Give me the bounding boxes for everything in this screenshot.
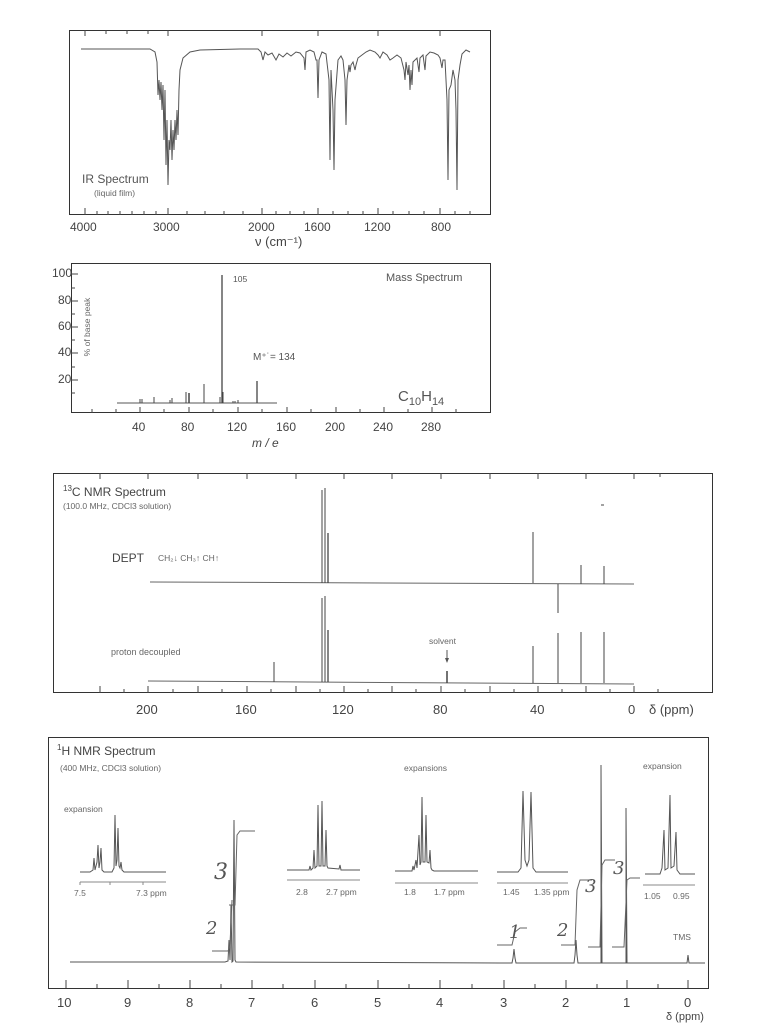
h1-integral-label: 3 [585, 876, 597, 897]
h1-integral-label: 3 [613, 858, 625, 879]
ir-spectrum-plot [81, 30, 471, 215]
mass-xtick: 160 [276, 420, 297, 434]
h1-xtick: 7 [248, 995, 256, 1010]
c13-decoupled-label: proton decoupled [111, 647, 181, 657]
mass-xtick: 40 [132, 420, 146, 434]
h1-exp4-tick: 1.45 [503, 887, 520, 897]
h1-xtick: 4 [436, 995, 444, 1010]
c13-xlabel: δ (ppm) [649, 702, 694, 717]
h1-exp5-tick: 1.05 [644, 891, 661, 901]
h1-subtitle: (400 MHz, CDCl3 solution) [60, 763, 162, 773]
mass-spectrum-plot [71, 273, 457, 413]
ir-xtick: 3000 [153, 220, 180, 234]
h1-xtick: 8 [186, 995, 194, 1010]
mass-formula: C10H14 [398, 388, 445, 408]
h1-expansions-label-mid: expansions [404, 763, 448, 773]
c13-nmr-plot [99, 473, 661, 693]
mass-ytick: 60 [58, 319, 72, 333]
ir-subtitle: (liquid film) [94, 188, 136, 198]
h1-integral-label: 2 [557, 920, 569, 941]
ir-xtick: 4000 [70, 220, 97, 234]
h1-nmr-panel [48, 737, 709, 989]
mass-molecular-ion-label: M⁺˙= 134 [253, 352, 296, 363]
ir-xtick: 1600 [304, 220, 331, 234]
h1-title: 1H NMR Spectrum [57, 743, 156, 758]
h1-integral-label: 1 [509, 922, 521, 943]
h1-expansion-label-left: expansion [64, 804, 103, 814]
c13-solvent-label: solvent [429, 636, 456, 646]
h1-xtick: 5 [374, 995, 382, 1010]
c13-title: 13C NMR Spectrum [63, 484, 166, 499]
mass-xtick: 280 [421, 420, 442, 434]
h1-exp5-tick: 0.95 [673, 891, 690, 901]
mass-ytick: 40 [58, 345, 72, 359]
mass-base-peak-label: 105 [233, 274, 248, 284]
h1-exp3-tick: 1.8 [404, 887, 416, 897]
h1-xlabel: δ (ppm) [666, 1011, 704, 1023]
h1-xtick: 0 [684, 995, 692, 1010]
c13-subtitle: (100.0 MHz, CDCl3 solution) [63, 501, 172, 511]
c13-xtick: 40 [530, 702, 545, 717]
mass-title: Mass Spectrum [386, 272, 463, 284]
h1-xtick: 2 [562, 995, 570, 1010]
h1-exp4-tick: 1.35 ppm [534, 887, 570, 897]
h1-exp2-tick: 2.8 [296, 887, 308, 897]
mass-xtick: 240 [373, 420, 394, 434]
h1-integral-label: 3 [214, 860, 228, 885]
c13-nmr-panel [53, 473, 713, 693]
h1-xtick: 10 [57, 995, 72, 1010]
ir-xtick: 2000 [248, 220, 275, 234]
c13-xtick: 200 [136, 702, 158, 717]
c13-dept-legend: CH₂↓ CH₃↑ CH↑ [158, 553, 220, 563]
mass-xtick: 120 [227, 420, 248, 434]
h1-exp1-tick: 7.5 [74, 888, 86, 898]
mass-xlabel: m / e [252, 436, 279, 450]
ir-xlabel: ν (cm⁻¹) [255, 234, 303, 249]
c13-xtick: 0 [628, 702, 636, 717]
c13-xtick: 160 [235, 702, 257, 717]
mass-ytick: 100 [52, 266, 73, 280]
mass-xtick: 200 [325, 420, 346, 434]
c13-xtick: 120 [332, 702, 354, 717]
ir-xtick: 1200 [364, 220, 391, 234]
mass-xtick: 80 [181, 420, 195, 434]
h1-xtick: 6 [311, 995, 319, 1010]
mass-ytick: 80 [58, 293, 72, 307]
h1-exp1-tick: 7.3 ppm [136, 888, 167, 898]
h1-exp2-tick: 2.7 ppm [326, 887, 357, 897]
h1-expansion-label-right: expansion [643, 761, 682, 771]
h1-xtick: 9 [124, 995, 132, 1010]
ir-title: IR Spectrum [82, 172, 149, 186]
c13-xtick: 80 [433, 702, 448, 717]
mass-spectrum-panel [71, 263, 491, 413]
c13-dept-label: DEPT [112, 551, 145, 565]
h1-xtick: 1 [623, 995, 631, 1010]
ir-spectrum-panel [69, 30, 491, 215]
ir-xtick: 800 [431, 220, 452, 234]
h1-exp3-tick: 1.7 ppm [434, 887, 465, 897]
h1-tms-label: TMS [673, 932, 691, 942]
h1-xtick: 3 [500, 995, 508, 1010]
mass-ytick: 20 [58, 372, 72, 386]
h1-integral-label: 2 [206, 918, 218, 939]
